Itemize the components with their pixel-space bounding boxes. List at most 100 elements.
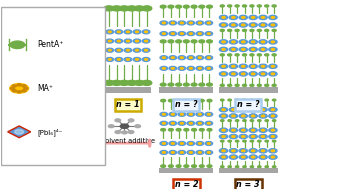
Circle shape	[206, 40, 212, 43]
Circle shape	[17, 84, 21, 86]
Circle shape	[252, 109, 255, 111]
Circle shape	[178, 66, 186, 70]
Circle shape	[232, 109, 235, 111]
Circle shape	[169, 32, 177, 36]
Circle shape	[261, 17, 265, 18]
Circle shape	[180, 68, 183, 69]
Circle shape	[236, 166, 239, 168]
Circle shape	[265, 84, 269, 86]
Circle shape	[271, 109, 274, 111]
Circle shape	[259, 155, 267, 159]
Circle shape	[259, 64, 267, 68]
Circle shape	[192, 99, 196, 102]
Circle shape	[187, 21, 195, 25]
Circle shape	[128, 131, 134, 133]
Circle shape	[172, 68, 174, 69]
Circle shape	[249, 114, 257, 118]
Circle shape	[133, 57, 141, 61]
Circle shape	[160, 56, 168, 60]
Circle shape	[162, 33, 165, 34]
Circle shape	[252, 129, 255, 131]
Circle shape	[250, 140, 254, 142]
Circle shape	[168, 99, 173, 102]
Circle shape	[229, 72, 238, 76]
Circle shape	[12, 90, 16, 92]
Circle shape	[265, 99, 268, 101]
Circle shape	[178, 112, 186, 116]
Circle shape	[242, 129, 245, 131]
Circle shape	[228, 166, 231, 168]
Circle shape	[243, 99, 246, 101]
Circle shape	[258, 140, 261, 142]
Circle shape	[135, 40, 139, 42]
Circle shape	[206, 83, 212, 86]
Polygon shape	[8, 126, 31, 138]
Circle shape	[208, 114, 210, 115]
Circle shape	[112, 6, 121, 11]
Circle shape	[219, 128, 228, 132]
Circle shape	[104, 6, 114, 11]
Circle shape	[169, 112, 177, 116]
Circle shape	[252, 136, 255, 137]
Circle shape	[219, 23, 228, 27]
Circle shape	[239, 23, 247, 27]
Circle shape	[269, 15, 277, 19]
Circle shape	[232, 136, 235, 137]
Circle shape	[220, 5, 224, 7]
Circle shape	[232, 156, 235, 158]
Circle shape	[220, 99, 224, 101]
Circle shape	[208, 152, 210, 153]
Circle shape	[235, 54, 239, 56]
Circle shape	[235, 5, 239, 7]
Circle shape	[236, 140, 239, 142]
Circle shape	[168, 129, 173, 131]
Text: PentA⁺: PentA⁺	[37, 40, 64, 49]
Circle shape	[257, 84, 261, 86]
Circle shape	[249, 47, 257, 52]
Circle shape	[176, 129, 181, 131]
Circle shape	[196, 66, 204, 70]
Text: MA⁺: MA⁺	[37, 84, 53, 93]
Circle shape	[252, 156, 255, 158]
Circle shape	[207, 129, 212, 131]
Circle shape	[115, 30, 123, 34]
Circle shape	[17, 91, 21, 93]
Circle shape	[271, 136, 274, 137]
Circle shape	[135, 31, 139, 33]
Circle shape	[168, 40, 174, 43]
Circle shape	[168, 83, 174, 86]
Circle shape	[272, 54, 276, 56]
Circle shape	[180, 152, 183, 153]
Circle shape	[108, 31, 111, 33]
Circle shape	[259, 114, 267, 118]
Circle shape	[176, 40, 182, 43]
Circle shape	[252, 17, 255, 18]
Circle shape	[250, 99, 254, 101]
Circle shape	[265, 140, 268, 142]
Circle shape	[115, 48, 123, 52]
Circle shape	[239, 134, 247, 139]
Circle shape	[10, 84, 29, 93]
Circle shape	[208, 68, 210, 69]
Circle shape	[259, 108, 267, 112]
Circle shape	[229, 108, 238, 112]
Circle shape	[178, 142, 186, 145]
Circle shape	[265, 120, 268, 122]
Circle shape	[261, 66, 265, 67]
Circle shape	[259, 47, 267, 52]
Circle shape	[135, 59, 139, 60]
Circle shape	[219, 134, 228, 139]
Circle shape	[199, 5, 205, 8]
Circle shape	[12, 85, 16, 87]
Circle shape	[162, 57, 165, 58]
Circle shape	[169, 66, 177, 70]
Circle shape	[257, 5, 261, 7]
Circle shape	[229, 47, 238, 52]
Bar	[219, 87, 278, 93]
Circle shape	[259, 128, 267, 132]
Circle shape	[178, 150, 186, 154]
Circle shape	[261, 49, 265, 50]
Circle shape	[249, 72, 257, 76]
Circle shape	[205, 56, 213, 60]
Circle shape	[133, 48, 141, 52]
